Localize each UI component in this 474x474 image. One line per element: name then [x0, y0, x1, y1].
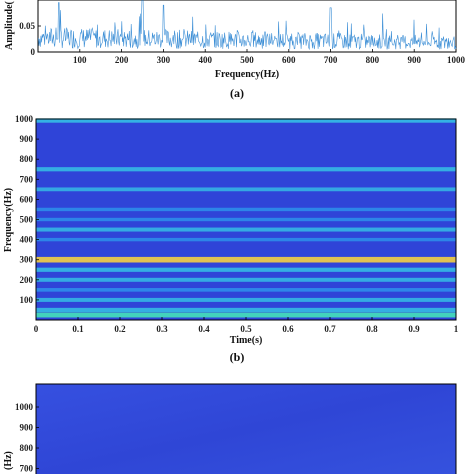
panel-b: 0 0.1 0.2 0.3 0.4 0.5 0.6 0.7 0.8 0.9 1 100 200 300 4… — [3, 114, 459, 364]
panel-b-frequency-band — [36, 118, 456, 123]
panel-a-plot-frame — [37, 0, 457, 53]
panel-b-frequency-band — [36, 297, 456, 302]
panel-b-frequency-band — [36, 267, 456, 272]
panel-b-xtick-label: 0.9 — [408, 324, 420, 334]
panel-a-xtick-label: 1000 — [447, 55, 466, 65]
panel-b-frequency-band — [36, 167, 456, 172]
panel-a-xtick-label: 300 — [157, 55, 171, 65]
panel-b-frequency-band — [36, 288, 456, 292]
panel-b-xtick-label: 0.6 — [282, 324, 294, 334]
panel-a: 100 200 300 400 500 600 700 800 900 1000 0 0.05 Fr… — [4, 0, 466, 100]
panel-a-xtick-label: 500 — [240, 55, 254, 65]
panel-a-xtick-label: 400 — [198, 55, 212, 65]
panel-a-xtick-label: 100 — [73, 55, 87, 65]
panel-a-ylabel: Amplitude( — [4, 0, 15, 50]
panel-b-xtick-label: 0 — [34, 324, 39, 334]
panel-c: 700 800 900 1000 (Hz) — [3, 383, 457, 474]
panel-b-frequency-band — [36, 207, 456, 212]
panel-c-ytick-label: 700 — [20, 464, 34, 474]
panel-b-xtick-label: 0.7 — [324, 324, 336, 334]
panel-a-xtick-label: 900 — [407, 55, 421, 65]
panel-b-ytick-label: 1000 — [15, 114, 34, 124]
panel-b-ytick-label: 600 — [20, 194, 34, 204]
panel-c-ytick-label: 800 — [20, 443, 34, 453]
panel-b-xtick-label: 0.3 — [156, 324, 168, 334]
panel-b-ytick-label: 900 — [20, 134, 34, 144]
panel-b-frequency-band — [36, 187, 456, 192]
panel-b-frequency-band — [36, 307, 456, 313]
panel-b-xtick-label: 0.8 — [366, 324, 378, 334]
panel-b-xtick-label: 1 — [454, 324, 459, 334]
panel-b-frequency-band — [36, 256, 456, 263]
panel-c-ytick-label: 900 — [20, 423, 34, 433]
panel-b-caption: (b) — [230, 350, 245, 364]
panel-c-heatmap-background — [35, 383, 457, 474]
panel-a-xlabel: Frequency(Hz) — [215, 69, 279, 80]
panel-b-frequency-band — [36, 312, 456, 318]
panel-a-ytick-label: 0.05 — [19, 21, 35, 31]
panel-b-xtick-label: 0.1 — [72, 324, 84, 334]
panel-a-caption: (a) — [230, 86, 244, 100]
amplitude-spectrum-line — [38, 0, 457, 51]
panel-b-xlabel: Time(s) — [230, 335, 263, 346]
panel-b-ytick-label: 700 — [20, 174, 34, 184]
panel-b-ytick-label: 500 — [20, 215, 34, 225]
panel-b-frequency-band — [36, 227, 456, 232]
panel-a-xtick-label: 600 — [282, 55, 296, 65]
panel-b-ytick-label: 300 — [20, 255, 34, 265]
panel-b-ytick-label: 400 — [20, 235, 34, 245]
panel-c-ytick-label: 1000 — [15, 402, 34, 412]
panel-a-xtick-label: 800 — [366, 55, 380, 65]
panel-b-frequency-band — [36, 217, 456, 222]
panel-b-xtick-label: 0.2 — [114, 324, 126, 334]
panel-b-ytick-label: 800 — [20, 154, 34, 164]
panel-b-frequency-band — [36, 237, 456, 242]
panel-b-xtick-label: 0.4 — [198, 324, 210, 334]
panel-a-ytick-label: 0 — [31, 47, 36, 57]
panel-b-ytick-label: 200 — [20, 275, 34, 285]
panel-b-ytick-label: 100 — [20, 295, 34, 305]
panel-a-xtick-label: 200 — [115, 55, 129, 65]
panel-b-ylabel: Frequency(Hz) — [3, 188, 14, 252]
panel-b-xtick-label: 0.5 — [240, 324, 252, 334]
panel-c-ylabel: (Hz) — [3, 451, 14, 470]
panel-b-frequency-band — [36, 277, 456, 282]
panel-a-xtick-label: 700 — [324, 55, 338, 65]
